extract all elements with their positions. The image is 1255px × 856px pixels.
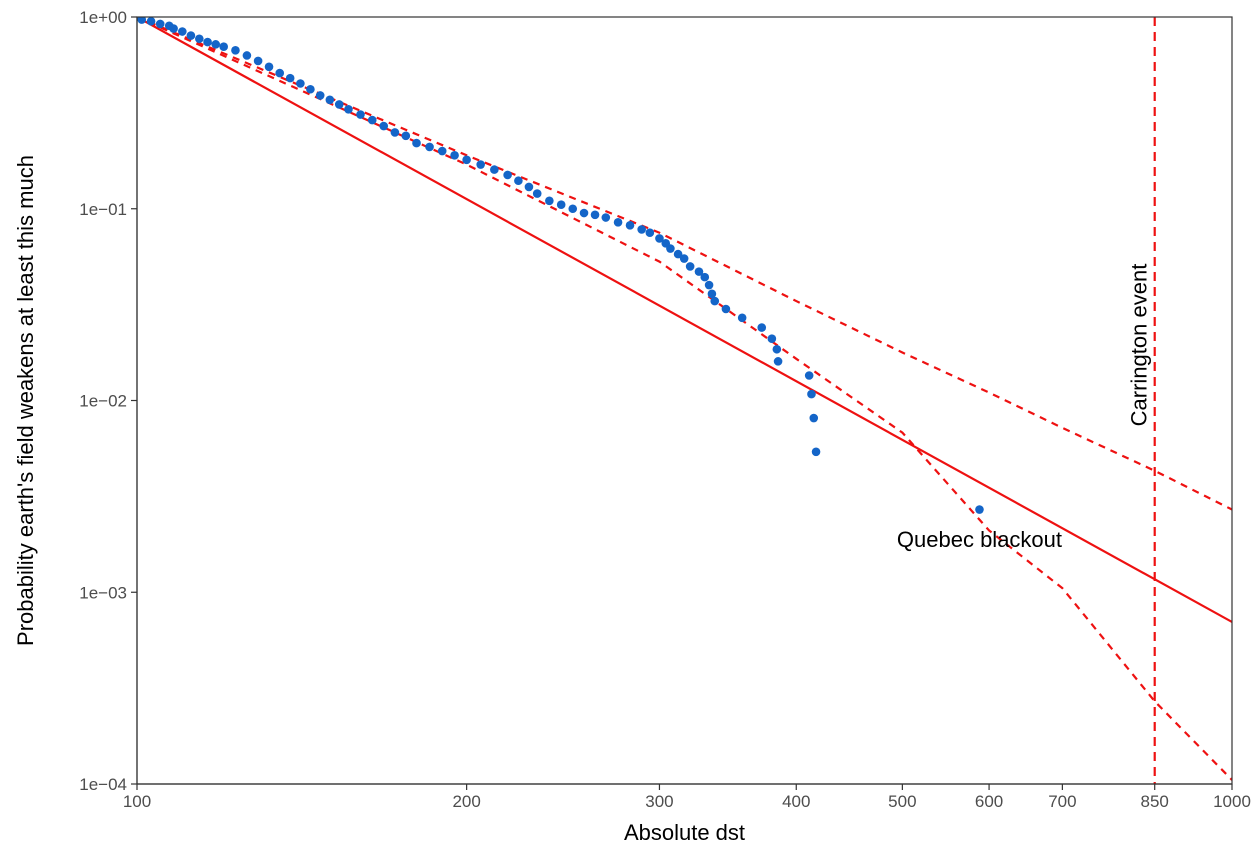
points-layer: [137, 17, 984, 514]
data-point: [666, 244, 675, 253]
data-point: [231, 46, 240, 55]
y-tick-label: 1e−04: [79, 775, 127, 794]
data-point: [694, 267, 704, 276]
data-point: [645, 228, 655, 238]
data-point: [325, 95, 335, 105]
data-point: [524, 182, 534, 192]
y-tick-label: 1e−01: [79, 200, 127, 219]
data-point: [306, 84, 315, 94]
data-point: [545, 196, 554, 206]
data-point: [613, 217, 623, 227]
data-point: [625, 220, 635, 230]
x-tick-label: 100: [123, 792, 151, 811]
data-point: [186, 31, 196, 40]
data-point: [379, 121, 389, 131]
data-point: [367, 115, 377, 125]
carrington-event-label: Carrington event: [1127, 264, 1152, 427]
data-point: [211, 40, 221, 49]
data-point: [804, 371, 814, 380]
data-point: [811, 447, 821, 457]
data-point: [601, 213, 611, 222]
data-point: [334, 100, 344, 109]
data-point: [203, 37, 212, 47]
data-point: [710, 296, 720, 306]
data-point: [425, 142, 434, 152]
data-point: [137, 17, 147, 24]
plot-panel-border: [136, 16, 1233, 785]
data-point: [178, 27, 187, 36]
data-point: [450, 151, 459, 160]
quebec-blackout-label: Quebec blackout: [897, 527, 1062, 552]
data-point: [242, 51, 252, 60]
data-point: [532, 189, 542, 198]
x-axis-title: Absolute dst: [624, 820, 745, 845]
data-point: [772, 344, 782, 354]
x-tick-label: 400: [782, 792, 810, 811]
data-point: [637, 225, 646, 234]
ci-lower-line: [137, 17, 1232, 781]
data-point: [721, 304, 731, 314]
data-point: [767, 334, 777, 344]
y-tick-label: 1e−02: [79, 392, 127, 411]
x-tick-label: 850: [1141, 792, 1169, 811]
data-point: [462, 155, 471, 165]
data-point: [285, 73, 295, 83]
y-tick-label: 1e+00: [79, 8, 127, 27]
x-tick-label: 700: [1048, 792, 1076, 811]
data-point: [356, 110, 365, 119]
x-tick-label: 300: [645, 792, 673, 811]
y-axis-title: Probability earth's field weakens at lea…: [13, 155, 38, 646]
y-axis: 1e−04 1e−03 1e−02 1e−01 1e+00: [79, 8, 138, 794]
data-point: [344, 105, 353, 114]
annotation-layer: Carrington event Quebec blackout: [897, 264, 1152, 552]
data-point: [315, 91, 325, 100]
data-point: [401, 131, 411, 141]
data-point: [490, 165, 499, 174]
data-point: [807, 389, 816, 399]
data-point: [514, 176, 523, 186]
data-point: [437, 146, 447, 156]
data-point: [219, 42, 228, 51]
data-point: [757, 323, 767, 332]
ci-upper-line: [137, 17, 1232, 511]
data-point: [707, 289, 717, 299]
data-point: [685, 262, 695, 271]
series-layer: [137, 17, 1232, 784]
data-point: [809, 413, 819, 423]
x-tick-label: 600: [975, 792, 1003, 811]
data-point: [503, 170, 512, 180]
data-point: [390, 128, 400, 137]
data-point: [169, 24, 178, 33]
data-point: [556, 200, 566, 209]
y-tick-label: 1e−03: [79, 583, 127, 602]
fit-line: [137, 17, 1232, 623]
data-point: [476, 160, 485, 169]
data-point: [412, 138, 421, 148]
data-point: [568, 204, 578, 214]
data-point: [700, 272, 710, 282]
data-point: [673, 249, 683, 259]
data-point: [195, 34, 204, 44]
data-point: [579, 208, 589, 218]
x-tick-label: 200: [452, 792, 480, 811]
x-tick-label: 500: [888, 792, 916, 811]
data-point: [975, 505, 984, 514]
data-point: [155, 19, 165, 29]
data-point: [737, 313, 747, 323]
x-tick-label: 1000: [1213, 792, 1251, 811]
data-point: [264, 62, 274, 72]
data-point: [590, 210, 600, 220]
data-point: [253, 56, 263, 66]
data-point: [146, 17, 156, 26]
data-point: [704, 280, 714, 290]
data-point: [655, 234, 664, 243]
data-point: [275, 68, 285, 78]
x-axis: 100 200 300 400 500 600 700 850 1000: [123, 783, 1251, 811]
data-point: [773, 357, 783, 366]
data-point: [296, 79, 305, 88]
data-point: [679, 254, 689, 263]
